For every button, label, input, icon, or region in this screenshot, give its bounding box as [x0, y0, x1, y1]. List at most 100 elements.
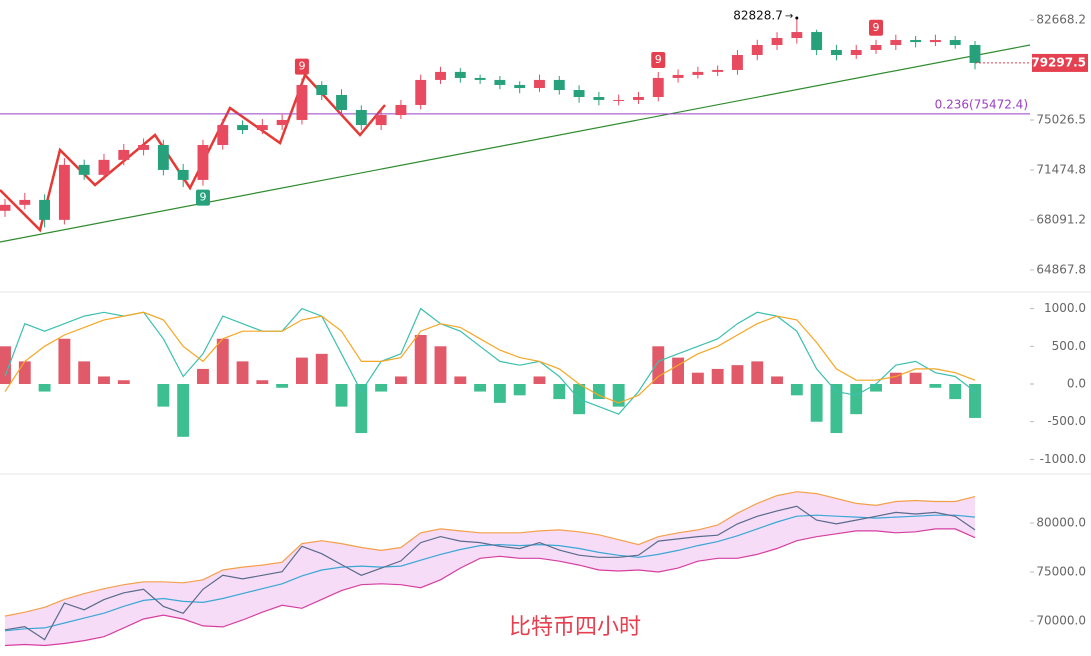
watermark: 比特币四小时	[509, 615, 641, 640]
candle-body	[197, 144, 209, 180]
candle-body	[138, 144, 150, 150]
candle-body	[355, 109, 367, 126]
y-tick-label: 1000.0	[1044, 301, 1086, 315]
macd-bar	[771, 376, 783, 385]
fib-label: 0.236(75472.4)	[935, 97, 1028, 111]
candle-body	[237, 125, 248, 131]
macd-bar	[256, 380, 269, 385]
high-marker	[795, 16, 799, 20]
upper-line	[4, 491, 976, 617]
macd-bar	[375, 384, 388, 392]
td-marker	[869, 19, 884, 36]
macd-bar	[474, 384, 487, 392]
macd-bar	[830, 384, 843, 434]
high-arrow: →	[785, 11, 793, 22]
macd-bar	[434, 346, 447, 385]
macd-bar	[394, 376, 407, 385]
candle-body	[633, 96, 644, 100]
candle-body	[732, 55, 743, 70]
candle-body	[811, 32, 823, 50]
macd-bar	[949, 384, 962, 400]
macd-bar	[78, 361, 91, 385]
candle-body	[0, 204, 11, 211]
macd-bar	[157, 384, 170, 407]
candle-body	[652, 77, 664, 97]
macd-bar	[296, 357, 308, 385]
macd-bar	[652, 346, 665, 385]
candle-body	[58, 164, 70, 220]
candle-body	[256, 125, 268, 131]
candle-body	[870, 44, 882, 50]
candle-body	[514, 84, 526, 89]
candle-body	[177, 169, 189, 180]
y-tick-label: -1000.0	[1040, 452, 1086, 466]
macd-bar	[790, 384, 803, 396]
candle-body	[474, 77, 486, 80]
candle-body	[39, 199, 51, 220]
td-marker	[294, 58, 309, 75]
macd-line	[4, 311, 976, 404]
candle-body	[276, 119, 288, 126]
candle-body	[296, 84, 308, 120]
high-label: 82828.7	[733, 9, 783, 23]
y-tick-label: 68091.2	[1036, 212, 1086, 226]
candle-body	[19, 199, 31, 205]
macd-bar	[751, 361, 764, 385]
y-tick-label: 64867.8	[1036, 262, 1086, 276]
candle-body	[118, 149, 130, 160]
macd-bar	[98, 376, 110, 385]
macd-bar	[197, 368, 209, 385]
candle-body	[850, 49, 862, 56]
wave-arrows	[0, 72, 386, 233]
candle-body	[375, 115, 387, 126]
td-label: 9	[199, 191, 206, 204]
candle-body	[672, 74, 684, 78]
y-tick-label: 70000.0	[1036, 613, 1086, 627]
macd-bar	[691, 372, 704, 385]
lower-line	[4, 528, 976, 647]
last-price-label: 79297.5	[1031, 55, 1086, 69]
candle-body	[454, 71, 466, 78]
candle-body	[969, 44, 981, 63]
candle-body	[494, 79, 506, 85]
macd-line	[4, 307, 976, 415]
td-marker	[651, 52, 666, 69]
td-label: 9	[873, 21, 880, 34]
macd-bar	[117, 380, 130, 385]
candle-body	[553, 79, 565, 91]
macd-bar	[276, 384, 289, 388]
macd-bar	[335, 384, 348, 407]
macd-bar	[553, 384, 566, 400]
candle-body	[435, 71, 446, 80]
macd-bar	[731, 365, 744, 385]
macd-bar	[216, 338, 229, 385]
candle-body	[98, 159, 110, 175]
macd-bar	[58, 338, 71, 385]
macd-bar	[493, 384, 506, 403]
candle-body	[791, 32, 803, 38]
candle-body	[395, 104, 407, 116]
candle-body	[692, 71, 704, 75]
close-line	[4, 505, 976, 641]
macd-bar	[355, 384, 368, 434]
macd-bar	[513, 384, 526, 396]
macd-bar	[315, 353, 328, 385]
macd-bar	[18, 361, 31, 385]
middle-line	[4, 514, 976, 632]
candle-body	[78, 164, 90, 175]
macd-bar	[870, 384, 882, 392]
candle-body	[771, 37, 783, 45]
candle-body	[534, 79, 545, 89]
macd-bar	[810, 384, 823, 422]
macd-bar	[414, 334, 427, 385]
y-tick-label: 75000.0	[1036, 565, 1086, 579]
y-tick-label: -500.0	[1047, 414, 1086, 428]
candle-body	[593, 96, 605, 100]
y-tick-label: 80000.0	[1036, 516, 1086, 530]
candle-body	[830, 49, 842, 56]
macd-bar	[711, 368, 724, 385]
candle-body	[910, 40, 922, 43]
band-fill	[5, 491, 975, 646]
macd-bar	[850, 384, 863, 415]
